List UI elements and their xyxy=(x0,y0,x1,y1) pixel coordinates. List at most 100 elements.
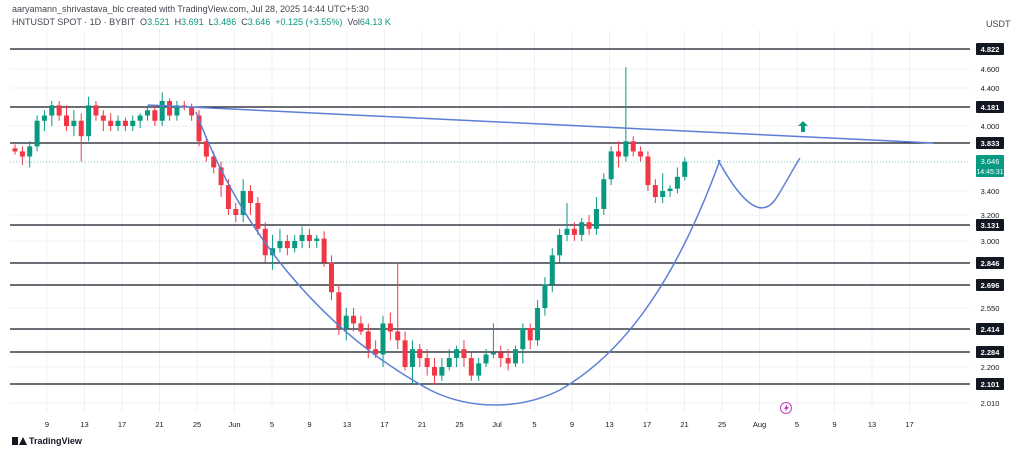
candle xyxy=(314,234,320,249)
candle xyxy=(299,226,305,249)
candle xyxy=(41,110,47,132)
candle xyxy=(432,358,438,385)
level-tag xyxy=(976,279,1004,291)
candle xyxy=(306,228,312,249)
x-tick-label: 25 xyxy=(193,420,201,429)
currency-label: USDT xyxy=(986,19,1011,29)
candle xyxy=(446,349,452,371)
level-tag-label: 4.822 xyxy=(981,45,1000,54)
candle xyxy=(93,101,99,121)
level-tag xyxy=(976,323,1004,335)
y-tick-label: 4.000 xyxy=(981,122,1000,131)
level-tag-label: 2.101 xyxy=(981,380,1000,389)
level-tag xyxy=(976,43,1004,55)
current-price-box xyxy=(976,155,1004,177)
x-tick-label: Jul xyxy=(492,420,502,429)
time-axis: 9 13 17 21 25 Jun 5 9 13 17 21 25 Jul 5 9 13 17 21 25 Aug 5 9… xyxy=(45,420,914,429)
candle xyxy=(623,67,629,162)
candle xyxy=(468,352,474,381)
candle xyxy=(189,103,195,121)
candle xyxy=(490,323,496,359)
candle xyxy=(233,203,239,223)
candle xyxy=(476,358,482,381)
candle xyxy=(49,101,55,126)
x-tick-label: 17 xyxy=(380,420,388,429)
grid-lines xyxy=(10,30,970,412)
candle xyxy=(167,98,173,121)
candle xyxy=(255,197,261,235)
candle xyxy=(505,349,511,371)
candle xyxy=(571,222,577,241)
y-tick-label: 3.400 xyxy=(981,187,1000,196)
x-tick-label: 13 xyxy=(343,420,351,429)
candle xyxy=(387,312,393,341)
x-tick-label: 9 xyxy=(45,420,49,429)
tradingview-logo: TradingView xyxy=(12,436,82,446)
candle xyxy=(78,113,84,162)
level-tag xyxy=(976,137,1004,149)
candle xyxy=(512,345,518,367)
candle xyxy=(56,101,62,121)
candle xyxy=(535,300,541,346)
candle xyxy=(417,343,423,367)
level-tag-label: 2.696 xyxy=(981,281,1000,290)
level-tag-label: 2.414 xyxy=(981,325,1001,334)
candle xyxy=(682,157,688,181)
candle xyxy=(424,349,430,376)
candle xyxy=(174,101,180,121)
candle xyxy=(380,315,386,367)
x-tick-label: 13 xyxy=(605,420,613,429)
candle xyxy=(122,117,128,132)
candle xyxy=(630,136,636,157)
tradingview-icon xyxy=(12,437,27,445)
candles xyxy=(12,67,688,385)
candle xyxy=(358,315,364,336)
ohlc-legend: HNTUSDT SPOT · 1D · BYBIT O3.521 H3.691 … xyxy=(12,17,391,27)
candle xyxy=(645,151,651,191)
candle xyxy=(152,105,158,126)
y-tick-label: 4.400 xyxy=(981,84,1000,93)
candle xyxy=(218,161,224,197)
candle xyxy=(461,340,467,367)
candle xyxy=(608,146,614,186)
candle xyxy=(248,185,254,215)
y-tick-label: 2.550 xyxy=(981,304,1000,313)
level-tag xyxy=(976,101,1004,113)
drawings xyxy=(147,104,934,414)
x-tick-label: 9 xyxy=(307,420,311,429)
candle xyxy=(564,203,570,241)
level-tag-label: 2.284 xyxy=(981,348,1001,357)
candle xyxy=(586,215,592,235)
level-tag xyxy=(976,257,1004,269)
x-tick-label: 21 xyxy=(680,420,688,429)
candle xyxy=(579,217,585,241)
x-tick-label: Jun xyxy=(228,420,240,429)
candle xyxy=(71,110,77,137)
level-tag-label: 3.131 xyxy=(981,221,1000,230)
x-tick-label: 5 xyxy=(795,420,799,429)
candle xyxy=(100,110,106,132)
candle xyxy=(365,323,371,359)
candle xyxy=(667,185,673,197)
candle xyxy=(203,136,209,162)
candle xyxy=(674,167,680,194)
candle xyxy=(483,349,489,367)
candle xyxy=(660,173,666,203)
candle xyxy=(86,96,92,142)
candle xyxy=(321,231,327,267)
symbol-line: HNTUSDT SPOT · 1D · BYBIT xyxy=(12,17,136,27)
candle xyxy=(284,234,290,256)
candle xyxy=(542,277,548,316)
candle xyxy=(64,105,70,132)
x-tick-label: 25 xyxy=(718,420,726,429)
x-tick-label: 21 xyxy=(418,420,426,429)
candle xyxy=(454,345,460,367)
x-tick-label: 25 xyxy=(455,420,463,429)
y-tick-label: 3.200 xyxy=(981,211,1000,220)
up-arrow-icon xyxy=(798,121,808,132)
candle xyxy=(196,110,202,147)
candle xyxy=(108,113,114,132)
x-tick-label: 5 xyxy=(532,420,536,429)
candle xyxy=(12,144,18,155)
candle xyxy=(144,105,150,121)
